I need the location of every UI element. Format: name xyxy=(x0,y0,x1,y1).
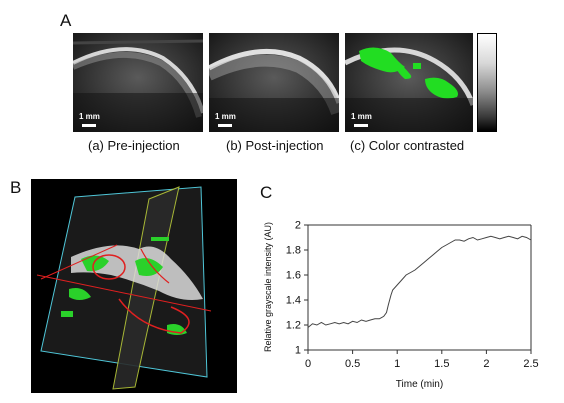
caption-post-injection: (b) Post-injection xyxy=(226,138,324,153)
caption-color-contrasted: (c) Color contrasted xyxy=(350,138,465,153)
x-tick-label: 0 xyxy=(305,358,311,370)
x-tick-label: 2.5 xyxy=(523,358,538,370)
3d-volume-render xyxy=(31,179,237,393)
x-tick-label: 1 xyxy=(394,358,400,370)
intensity-series-line xyxy=(307,235,532,328)
scalebar-label: 1 mm xyxy=(79,112,100,121)
color-contrasted-ultrasound xyxy=(345,33,473,132)
caption-pre-injection: (a) Pre-injection xyxy=(88,138,180,153)
y-ticks: 1 1.2 1.4 1.6 1.8 2 xyxy=(286,220,308,357)
panel-b-label: B xyxy=(10,178,22,197)
y-tick-label: 1 xyxy=(295,345,301,357)
post-injection-image: 1 mm xyxy=(209,33,339,132)
y-tick-label: 1.8 xyxy=(286,245,301,257)
intensity-time-chart: 1 1.2 1.4 1.6 1.8 2 0 0.5 1 1.5 2 2.5 Time (min) R… xyxy=(263,220,539,391)
3d-volume-render-graphic xyxy=(31,179,237,393)
pre-injection-image: 1 mm xyxy=(73,33,203,132)
scalebar-label: 1 mm xyxy=(351,112,372,121)
pre-injection-ultrasound xyxy=(73,33,203,132)
x-ticks: 0 0.5 1 1.5 2 2.5 xyxy=(305,350,539,370)
color-contrasted-image: 1 mm xyxy=(345,33,473,132)
panel-c-label: C xyxy=(260,183,273,202)
x-tick-label: 1.5 xyxy=(434,358,449,370)
y-tick-label: 1.2 xyxy=(286,320,301,332)
grayscale-colorbar xyxy=(477,33,497,132)
y-tick-label: 2 xyxy=(295,220,301,232)
scalebar xyxy=(82,124,96,127)
x-axis-label: Time (min) xyxy=(396,379,443,390)
scalebar xyxy=(218,124,232,127)
y-axis-label: Relative grayscale intensity (AU) xyxy=(263,222,273,352)
y-tick-label: 1.6 xyxy=(286,270,301,282)
scalebar-label: 1 mm xyxy=(215,112,236,121)
x-tick-label: 2 xyxy=(483,358,489,370)
scalebar xyxy=(354,124,368,127)
y-tick-label: 1.4 xyxy=(286,295,301,307)
x-tick-label: 0.5 xyxy=(345,358,360,370)
panel-a-label: A xyxy=(60,11,72,30)
